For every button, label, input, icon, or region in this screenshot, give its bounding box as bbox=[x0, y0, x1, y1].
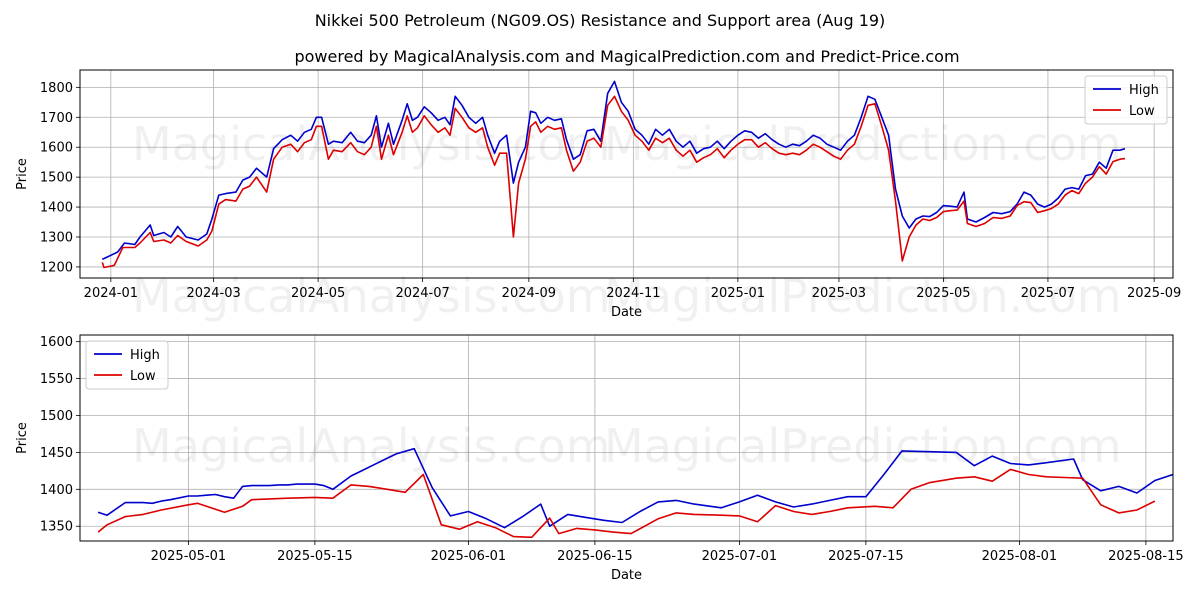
legend-box bbox=[1084, 75, 1168, 125]
x-tick-label: 2024-01 bbox=[84, 286, 138, 301]
y-tick-label: 1400 bbox=[40, 483, 73, 498]
x-tick-label: 2025-08-15 bbox=[1108, 549, 1184, 564]
watermark-text: MagicalAnalysis.com bbox=[132, 419, 611, 473]
y-tick-label: 1500 bbox=[40, 171, 73, 186]
series-line-low bbox=[101, 95, 1126, 269]
x-tick-label: 2025-07-15 bbox=[828, 549, 904, 564]
watermark-text: MagicalPrediction.com bbox=[604, 419, 1122, 473]
x-tick-label: 2025-05 bbox=[916, 286, 970, 301]
y-tick-label: 1700 bbox=[40, 111, 73, 126]
y-tick-label: 1600 bbox=[40, 141, 73, 156]
x-tick-label: 2025-01 bbox=[711, 286, 765, 301]
y-tick-label: 1500 bbox=[40, 409, 73, 424]
x-tick-label: 2025-08-01 bbox=[982, 549, 1058, 564]
series-line-high bbox=[101, 80, 1126, 261]
x-tick-label: 2024-03 bbox=[186, 286, 240, 301]
x-tick-label: 2024-09 bbox=[502, 286, 556, 301]
legend-box bbox=[85, 340, 169, 390]
x-tick-label: 2024-05 bbox=[291, 286, 345, 301]
x-axis-label: Date bbox=[611, 305, 642, 320]
legend: High Low bbox=[85, 340, 169, 390]
legend-label-high: High bbox=[1129, 83, 1159, 98]
x-tick-label: 2025-07-01 bbox=[702, 549, 778, 564]
y-axis-label: Price bbox=[15, 422, 30, 454]
chart-subtitle: powered by MagicalAnalysis.com and Magic… bbox=[294, 47, 959, 66]
grid bbox=[80, 335, 1173, 541]
y-tick-label: 1800 bbox=[40, 81, 73, 96]
y-tick-label: 1400 bbox=[40, 201, 73, 216]
y-tick-label: 1450 bbox=[40, 446, 73, 461]
x-axis-label: Date bbox=[611, 568, 642, 583]
y-tick-label: 1200 bbox=[40, 260, 73, 275]
grid bbox=[80, 70, 1173, 278]
x-tick-label: 2025-05-01 bbox=[151, 549, 227, 564]
x-tick-label: 2024-07 bbox=[395, 286, 449, 301]
series-line-low bbox=[97, 468, 1156, 539]
y-tick-label: 1300 bbox=[40, 230, 73, 245]
x-tick-label: 2025-06-01 bbox=[431, 549, 507, 564]
legend: High Low bbox=[1084, 75, 1168, 125]
legend-label-high: High bbox=[130, 348, 160, 363]
x-tick-label: 2025-06-15 bbox=[557, 549, 633, 564]
watermark-text: MagicalPrediction.com bbox=[604, 117, 1122, 171]
legend-label-low: Low bbox=[1129, 104, 1155, 119]
legend-label-low: Low bbox=[130, 369, 156, 384]
chart-title: Nikkei 500 Petroleum (NG09.OS) Resistanc… bbox=[315, 11, 886, 30]
y-tick-label: 1550 bbox=[40, 372, 73, 387]
y-tick-label: 1600 bbox=[40, 335, 73, 350]
x-tick-label: 2025-07 bbox=[1021, 286, 1075, 301]
y-axis-label: Price bbox=[15, 158, 30, 190]
plot-frame bbox=[79, 69, 1174, 279]
y-tick-label: 1350 bbox=[40, 520, 73, 535]
x-tick-label: 2025-03 bbox=[812, 286, 866, 301]
series-line-high bbox=[97, 447, 1173, 529]
plot-frame bbox=[79, 334, 1174, 542]
x-tick-label: 2024-11 bbox=[606, 286, 660, 301]
top-panel: MagicalAnalysis.comMagicalPrediction.com… bbox=[15, 69, 1181, 323]
bottom-panel: MagicalAnalysis.comMagicalPrediction.com… bbox=[15, 334, 1184, 583]
x-tick-label: 2025-09 bbox=[1127, 286, 1181, 301]
x-tick-label: 2025-05-15 bbox=[277, 549, 353, 564]
